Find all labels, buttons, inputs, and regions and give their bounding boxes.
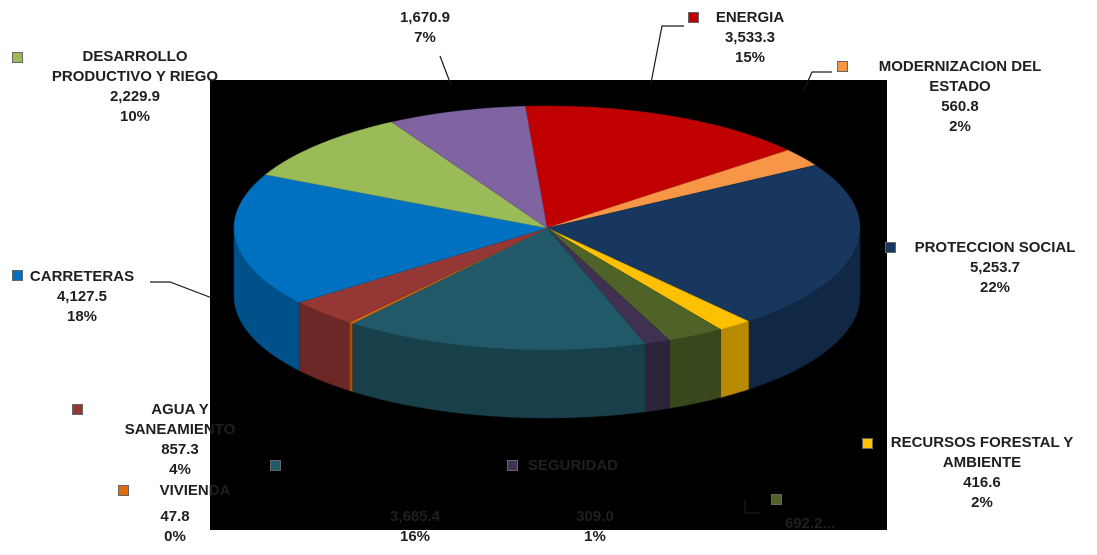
label-slice-3685: 3,685.4 16% (370, 507, 460, 547)
leader-line-1 (803, 71, 832, 91)
label-agua-value: 857.3 (161, 441, 199, 458)
legend-key-desarrollo (12, 52, 23, 63)
pie-slice-6 (351, 227, 646, 351)
label-recursos-name2: AMBIENTE (942, 454, 1022, 471)
label-slice-692-value: 692.2... (784, 515, 836, 532)
label-modernizacion-pct: 2% (949, 118, 971, 135)
label-modernizacion-value: 560.8 (941, 98, 979, 115)
label-desarrollo-name2: PRODUCTIVO Y RIEGO (51, 68, 219, 85)
label-desarrollo-value: 2,229.9 (109, 88, 161, 105)
pie-slice-side-5 (644, 339, 670, 413)
leader-line-2 (439, 55, 452, 86)
legend-key-energia (688, 12, 699, 23)
label-vivienda: VIVIENDA (120, 481, 270, 501)
legend-key-recursos (862, 438, 873, 449)
label-recursos-value: 416.6 (963, 474, 1001, 491)
label-proteccion: PROTECCION SOCIAL 5,253.7 22% (895, 238, 1095, 298)
label-vivienda-values: 47.8 0% (145, 507, 205, 547)
pie-slice-side-4 (669, 329, 721, 409)
label-slice-3685-pct: 16% (399, 528, 431, 545)
label-seguridad-value: 309.0 (576, 508, 614, 525)
label-desarrollo-name1: DESARROLLO (82, 48, 188, 65)
label-vivienda-value: 47.8 (160, 508, 190, 525)
pie-top-faces (233, 105, 861, 351)
legend-key-seguridad (507, 460, 518, 471)
label-modernizacion-name2: ESTADO (929, 78, 991, 95)
label-agua-name2: SANEAMIENTO (124, 421, 236, 438)
label-energia: ENERGIA 3,533.3 15% (690, 8, 810, 68)
label-slice-3685-value: 3,685.4 (389, 508, 441, 525)
label-seguridad: SEGURIDAD (528, 456, 648, 476)
label-agua-pct: 4% (169, 461, 191, 478)
label-carreteras-value: 4,127.5 (56, 288, 108, 305)
label-recursos-name1: RECURSOS FORESTAL Y (890, 434, 1074, 451)
label-desarrollo-pct: 10% (119, 108, 151, 125)
label-carreteras-name: CARRETERAS (29, 268, 135, 285)
label-slice-692: 692.2... (760, 514, 860, 534)
label-vivienda-pct: 0% (164, 528, 186, 545)
label-recursos-pct: 2% (971, 494, 993, 511)
leader-line-4 (744, 500, 760, 514)
label-seguridad-pct: 1% (584, 528, 606, 545)
leader-line-0 (650, 25, 684, 84)
label-vivienda-name: VIVIENDA (159, 482, 231, 499)
pie-slice-11 (391, 105, 548, 229)
label-energia-name: ENERGIA (715, 9, 785, 26)
label-seguridad-name: SEGURIDAD (528, 457, 619, 474)
label-agua: AGUA Y SANEAMIENTO 857.3 4% (95, 400, 265, 480)
label-slice-1670: 1,670.9 7% (370, 8, 480, 48)
label-carreteras-pct: 18% (66, 308, 98, 325)
legend-key-slice-692 (771, 494, 782, 505)
legend-key-vivienda (118, 485, 129, 496)
label-proteccion-name: PROTECCION SOCIAL (914, 239, 1076, 256)
pie-slice-10 (264, 121, 548, 229)
pie-slice-9 (233, 174, 548, 303)
label-energia-pct: 15% (734, 49, 766, 66)
pie-slice-side-7 (348, 322, 353, 392)
pie-slice-2 (546, 164, 861, 322)
legend-key-agua (72, 404, 83, 415)
legend-key-proteccion (885, 242, 896, 253)
legend-key-modernizacion (837, 61, 848, 72)
label-slice-1670-pct: 7% (414, 29, 436, 46)
pie-side-walls (233, 227, 861, 419)
legend-key-slice-3685 (270, 460, 281, 471)
label-modernizacion: MODERNIZACION DEL ESTADO 560.8 2% (850, 57, 1070, 137)
pie-slice-side-3 (720, 320, 749, 398)
label-proteccion-value: 5,253.7 (969, 259, 1021, 276)
leader-line-3 (150, 281, 213, 299)
label-energia-value: 3,533.3 (724, 29, 776, 46)
label-agua-name1: AGUA Y (151, 401, 209, 418)
label-modernizacion-name1: MODERNIZACION DEL (878, 58, 1042, 75)
leader-lines (150, 25, 832, 514)
label-carreteras: CARRETERAS 4,127.5 18% (22, 267, 142, 327)
label-recursos: RECURSOS FORESTAL Y AMBIENTE 416.6 2% (872, 433, 1092, 513)
legend-key-carreteras (12, 270, 23, 281)
pie-slice-0 (524, 105, 789, 229)
label-seguridad-values: 309.0 1% (560, 507, 630, 547)
label-desarrollo: DESARROLLO PRODUCTIVO Y RIEGO 2,229.9 10… (25, 47, 245, 127)
label-proteccion-pct: 22% (979, 279, 1011, 296)
label-slice-1670-value: 1,670.9 (399, 9, 451, 26)
